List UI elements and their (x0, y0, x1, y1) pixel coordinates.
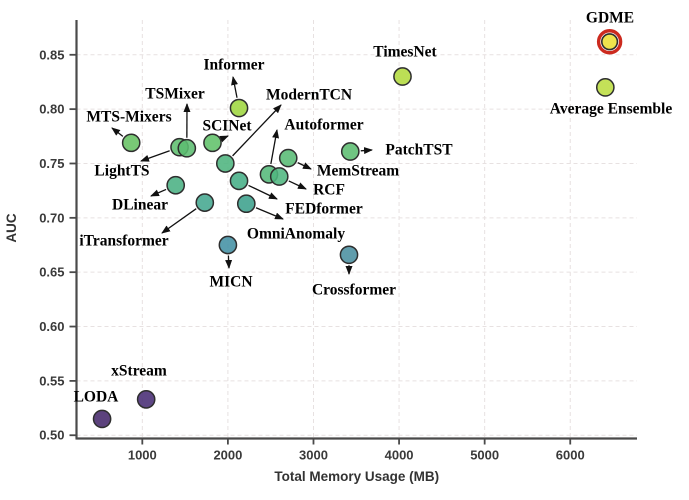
data-point-itransformer (195, 193, 215, 212)
data-point-scinet (203, 133, 222, 153)
x-tick-label-6000: 6000 (556, 448, 585, 463)
highlight-ring-gdme (596, 29, 623, 55)
data-point-xstream (136, 390, 156, 409)
y-tick-label-0.55: 0.55 (39, 373, 64, 388)
arrow-mts-mixers (111, 127, 124, 137)
arrow-patchtst (360, 147, 373, 155)
arrow-scinet (219, 135, 229, 143)
arrow-autoformer (270, 129, 280, 165)
data-point-dlinear (166, 175, 186, 195)
point-label-tsmixer: TSMixer (145, 86, 205, 103)
arrow-omnianomaly (255, 207, 284, 220)
arrow-memstream (297, 162, 312, 170)
point-label-itransformer: iTransformer (79, 233, 168, 250)
y-tick-label-0.60: 0.60 (39, 319, 64, 334)
point-label-omnianomaly: OmniAnomaly (247, 226, 345, 243)
y-tick-label-0.65: 0.65 (39, 265, 64, 280)
x-tick-label-4000: 4000 (385, 448, 414, 463)
point-label-gdme: GDME (586, 10, 634, 27)
point-label-dlinear: DLinear (112, 197, 168, 214)
x-axis-title: Total Memory Usage (MB) (274, 469, 439, 484)
data-point-informer (229, 98, 249, 118)
arrow-rcf (288, 180, 307, 190)
arrow-dlinear (150, 188, 167, 197)
data-point-tsmixer (177, 138, 197, 158)
data-point-average-ensemble (595, 78, 615, 97)
point-label-patchtst: PatchTST (385, 142, 453, 159)
point-label-memstream: MemStream (317, 163, 399, 180)
x-tick-label-2000: 2000 (213, 448, 242, 463)
data-point-memstream (278, 148, 298, 168)
data-point-timesnet (393, 67, 412, 86)
point-label-timesnet: TimesNet (373, 44, 437, 61)
data-point-patchtst (340, 142, 360, 161)
point-label-rcf: RCF (313, 182, 345, 199)
point-label-crossformer: Crossformer (312, 282, 396, 299)
arrow-fedformer (248, 184, 278, 200)
point-label-moderntcn: ModernTCN (266, 87, 352, 104)
data-point-fedformer (229, 171, 249, 191)
arrow-micn (225, 255, 233, 269)
y-tick-label-0.50: 0.50 (39, 428, 64, 443)
arrow-itransformer (161, 208, 197, 234)
x-tick-label-5000: 5000 (470, 448, 499, 463)
point-label-autoformer: Autoformer (284, 117, 363, 134)
y-axis-title: AUC (4, 213, 19, 242)
y-tick-label-0.80: 0.80 (39, 102, 64, 117)
data-point-micn (218, 235, 238, 255)
point-label-xstream: xStream (111, 363, 167, 380)
y-tick-label-0.70: 0.70 (39, 210, 64, 225)
data-point-gdme (601, 33, 619, 51)
data-point-loda (92, 409, 112, 429)
point-label-fedformer: FEDformer (285, 201, 363, 218)
arrow-informer (231, 76, 238, 98)
data-point-mts-mixers (121, 133, 141, 153)
data-point-rcf (269, 167, 289, 186)
point-label-scinet: SCINet (202, 118, 252, 135)
x-tick-label-3000: 3000 (299, 448, 328, 463)
y-tick-label-0.75: 0.75 (39, 156, 64, 171)
arrow-lightts (140, 150, 170, 162)
data-point-omnianomaly (236, 194, 256, 214)
x-tick-label-1000: 1000 (128, 448, 157, 463)
arrow-moderntcn (232, 104, 282, 157)
point-label-micn: MICN (209, 274, 252, 291)
point-label-informer: Informer (203, 57, 264, 74)
point-label-mts-mixers: MTS-Mixers (86, 109, 171, 126)
data-point-moderntcn (215, 154, 235, 173)
point-label-lightts: LightTS (94, 163, 149, 180)
point-label-average-ensemble: Average Ensemble (550, 101, 673, 118)
data-point-crossformer (339, 245, 359, 265)
y-tick-label-0.85: 0.85 (39, 47, 64, 62)
point-label-loda: LODA (74, 389, 120, 406)
